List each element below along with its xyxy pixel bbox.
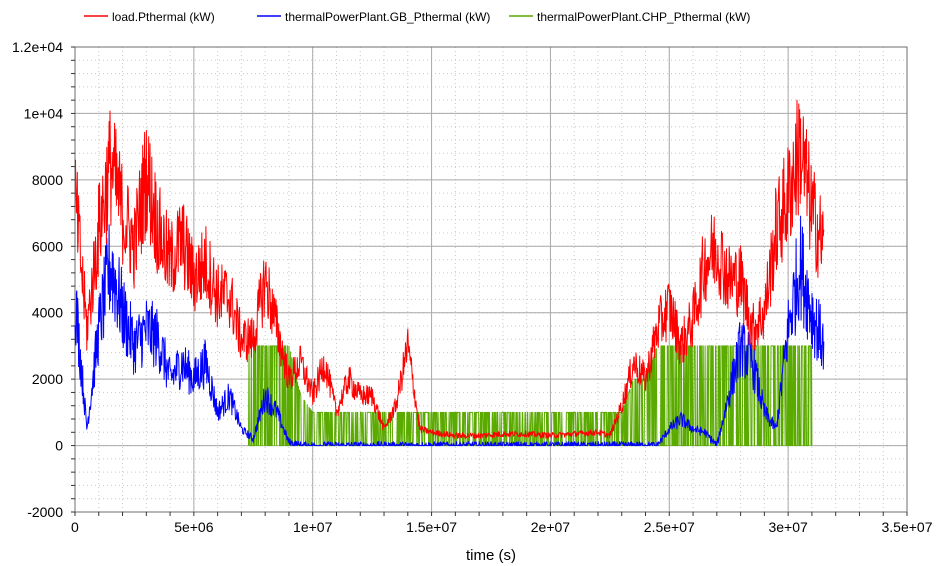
x-tick-label: 0 (71, 519, 79, 535)
y-tick-label: 8000 (32, 172, 63, 188)
y-tick-label: -2000 (27, 504, 63, 520)
x-axis-title: time (s) (466, 547, 516, 564)
y-tick-label: 4000 (32, 305, 63, 321)
series-line (74, 215, 825, 447)
legend-item[interactable]: thermalPowerPlant.GB_Pthermal (kW) (257, 10, 490, 24)
x-axis: 0 5e+06 1e+07 1.5e+07 2e+07 2.5e+07 3e+07 3.5e+… (71, 512, 933, 535)
series-line (74, 99, 825, 440)
legend[interactable]: load.Pthermal (kW) thermalPowerPlant.GB_P… (84, 10, 750, 24)
y-tick-label: 0 (55, 438, 63, 454)
x-tick-label: 1.5e+07 (406, 519, 457, 535)
x-tick-label: 2e+07 (531, 519, 571, 535)
y-tick-label: 1e+04 (24, 105, 64, 121)
series-layer (74, 99, 825, 447)
legend-label: load.Pthermal (kW) (112, 10, 215, 24)
legend-item[interactable]: thermalPowerPlant.CHP_Pthermal (kW) (509, 10, 750, 24)
x-tick-label: 3e+07 (768, 519, 808, 535)
x-tick-label: 1e+07 (293, 519, 333, 535)
x-tick-label: 5e+06 (174, 519, 214, 535)
y-axis: -2000 0 2000 4000 6000 8000 1e+04 1.2e+04 (12, 39, 75, 520)
y-tick-label: 2000 (32, 371, 63, 387)
x-tick-label: 3.5e+07 (882, 519, 933, 535)
y-tick-label: 6000 (32, 238, 63, 254)
x-tick-label: 2.5e+07 (644, 519, 695, 535)
legend-label: thermalPowerPlant.GB_Pthermal (kW) (285, 10, 490, 24)
y-tick-label: 1.2e+04 (12, 39, 63, 55)
legend-item[interactable]: load.Pthermal (kW) (84, 10, 215, 24)
plot-area (74, 46, 908, 513)
legend-label: thermalPowerPlant.CHP_Pthermal (kW) (537, 10, 750, 24)
